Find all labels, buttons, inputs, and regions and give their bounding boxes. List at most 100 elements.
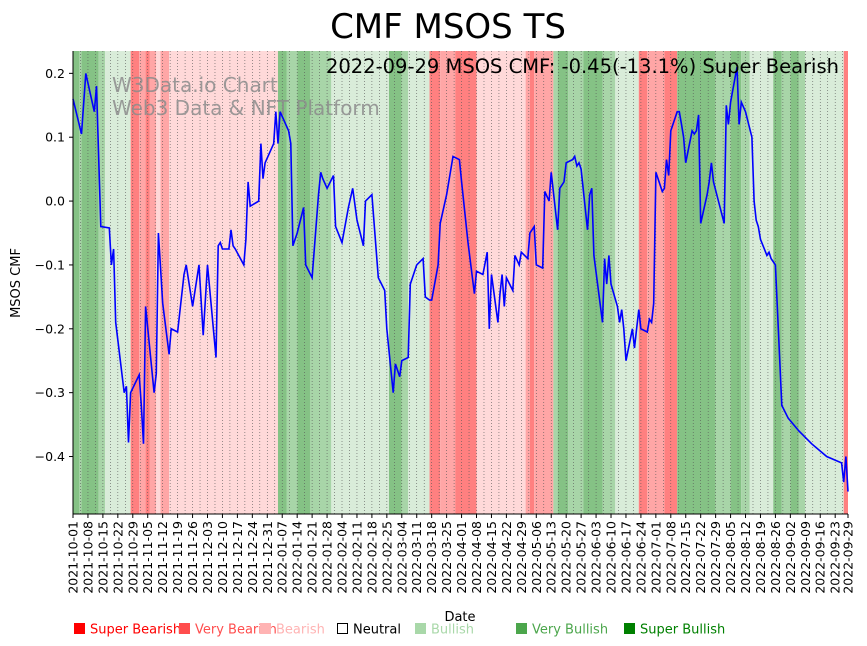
band-very-bearish (525, 51, 530, 514)
x-tick-label: 2022-02-25 (379, 521, 394, 594)
legend-item-neutral: Neutral (337, 623, 401, 638)
band-neutral-green (749, 51, 774, 514)
x-tick-label: 2022-07-15 (678, 521, 693, 594)
legend-swatch (74, 623, 85, 634)
y-tick-label: −0.3 (35, 385, 65, 400)
band-very-bullish (297, 51, 310, 514)
band-very-bullish (388, 51, 402, 514)
x-tick-label: 2022-01-21 (305, 521, 320, 594)
x-tick-label: 2021-10-08 (80, 521, 95, 594)
legend-label: Very Bearish (195, 623, 277, 638)
y-axis-ticks: 0.2 0.1 0.0 −0.1 −0.2 −0.3 −0.4 (35, 66, 73, 464)
x-tick-label: 2022-01-14 (290, 521, 305, 594)
legend-item-bullish: Bullish (415, 623, 474, 638)
x-tick-label: 2022-04-01 (454, 521, 469, 594)
band-neutral-green (805, 51, 844, 514)
band-very-bearish (139, 51, 146, 514)
x-tick-label: 2022-09-29 (841, 521, 856, 594)
x-tick-label: 2022-01-28 (320, 521, 335, 594)
legend-swatch (337, 623, 348, 634)
legend-swatch (415, 623, 426, 634)
x-tick-label: 2022-08-26 (768, 521, 783, 594)
legend-label: Neutral (353, 623, 401, 638)
x-axis-label: Date (444, 610, 475, 625)
x-tick-label: 2022-07-08 (663, 521, 678, 594)
band-very-bearish (160, 51, 170, 514)
chart-subtitle: 2022-09-29 MSOS CMF: -0.45(-13.1%) Super… (326, 55, 839, 78)
legend: Super Bearish Very Bearish Bearish Neutral B… (74, 623, 725, 638)
legend-swatch (516, 623, 527, 634)
x-tick-label: 2022-09-09 (798, 521, 813, 594)
y-tick-label: 0.2 (45, 66, 65, 81)
x-tick-label: 2022-02-18 (364, 521, 379, 594)
legend-item-very-bearish: Very Bearish (179, 623, 277, 638)
x-tick-label: 2022-09-16 (813, 521, 828, 594)
x-tick-label: 2022-04-29 (514, 521, 529, 594)
x-tick-label: 2021-12-10 (215, 521, 230, 594)
legend-label: Bearish (276, 623, 325, 638)
y-tick-label: 0.1 (45, 130, 65, 145)
x-tick-label: 2022-09-02 (783, 521, 798, 594)
x-tick-label: 2021-10-15 (95, 521, 110, 594)
x-tick-label: 2022-06-03 (589, 521, 604, 594)
x-tick-label: 2022-06-17 (619, 521, 634, 594)
band-bullish (553, 51, 558, 514)
x-tick-label: 2022-03-04 (394, 521, 409, 594)
x-tick-label: 2022-06-10 (604, 521, 619, 594)
band-very-bullish (677, 51, 716, 514)
legend-swatch (624, 623, 635, 634)
band-very-bullish (790, 51, 799, 514)
band-super-bearish (843, 51, 848, 514)
band-neutral-green (615, 51, 639, 514)
y-tick-label: −0.2 (35, 321, 65, 336)
x-tick-label: 2022-02-04 (335, 521, 350, 594)
x-tick-label: 2021-12-17 (230, 521, 245, 594)
x-tick-label: 2021-10-29 (125, 521, 140, 594)
x-tick-label: 2022-08-12 (738, 521, 753, 594)
x-tick-label: 2022-02-11 (350, 521, 365, 594)
x-tick-label: 2021-12-31 (260, 521, 275, 594)
x-tick-label: 2022-04-08 (469, 521, 484, 594)
band-bearish (169, 51, 278, 514)
x-tick-label: 2021-12-03 (200, 521, 215, 594)
y-tick-label: −0.1 (35, 257, 65, 272)
x-tick-label: 2021-11-19 (170, 521, 185, 594)
band-bullish (798, 51, 806, 514)
x-tick-label: 2021-11-26 (185, 521, 200, 594)
x-tick-label: 2022-04-22 (499, 521, 514, 594)
x-tick-label: 2021-10-01 (66, 521, 81, 594)
legend-item-super-bearish: Super Bearish (74, 623, 181, 638)
x-tick-label: 2021-12-24 (245, 521, 260, 594)
band-super-bearish (638, 51, 648, 514)
x-axis-ticks: 2021-10-01 2021-10-08 2021-10-15 2021-10-22… (66, 514, 856, 594)
x-tick-label: 2022-07-01 (648, 521, 663, 594)
axes (72, 51, 848, 515)
x-tick-label: 2021-11-05 (140, 521, 155, 594)
x-tick-label: 2022-05-06 (529, 521, 544, 594)
band-very-bullish (730, 51, 742, 514)
band-bullish (602, 51, 616, 514)
x-tick-label: 2022-07-29 (708, 521, 723, 594)
band-very-bullish (73, 51, 80, 514)
y-tick-label: 0.0 (45, 194, 65, 209)
legend-item-very-bullish: Very Bullish (516, 623, 608, 638)
legend-label: Bullish (431, 623, 474, 638)
legend-label: Super Bearish (90, 623, 181, 638)
watermark-line: Web3 Data & NFT Platform (112, 96, 380, 120)
chart-title: CMF MSOS TS (330, 7, 566, 47)
legend-swatch (260, 623, 271, 634)
band-neutral-green (408, 51, 430, 514)
series-line-msos-cmf (72, 66, 849, 492)
band-very-bearish (440, 51, 456, 514)
y-axis-label: MSOS CMF (9, 248, 24, 318)
legend-label: Super Bullish (640, 623, 725, 638)
y-tick-label: −0.4 (35, 449, 65, 464)
x-tick-label: 2022-08-05 (723, 521, 738, 594)
x-tick-label: 2022-08-19 (753, 521, 768, 594)
legend-item-bearish: Bearish (260, 623, 325, 638)
band-very-bullish (81, 51, 99, 514)
x-tick-label: 2022-03-18 (424, 521, 439, 594)
band-bullish (401, 51, 409, 514)
